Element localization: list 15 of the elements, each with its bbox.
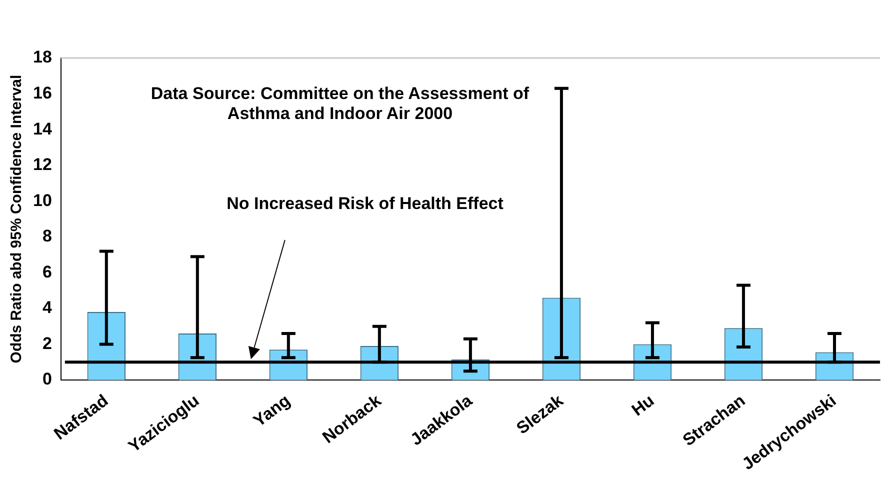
y-tick-label: 8 [42,226,52,246]
x-tick-label: Yang [250,390,294,431]
y-tick-label: 16 [32,83,52,102]
annotation: Data Source: Committee on the Assessment of Asthma and Indoor Air 2000 [150,84,530,124]
ref-line-label: No Increased Risk of Health Effect [226,194,504,214]
y-tick-label: 10 [32,190,52,210]
y-tick-label: 2 [42,334,52,353]
y-tick-label: 0 [42,370,52,389]
y-tick-label: 4 [42,298,52,318]
y-axis-title: Odds Ratio abd 95% Confidence Interval [8,74,26,364]
y-tick-label: 18 [32,48,52,67]
x-tick-label: Hu [628,390,658,420]
y-tick-label: 12 [32,155,52,174]
y-tick-label: 14 [32,119,52,138]
y-tick-label: 6 [42,262,52,282]
